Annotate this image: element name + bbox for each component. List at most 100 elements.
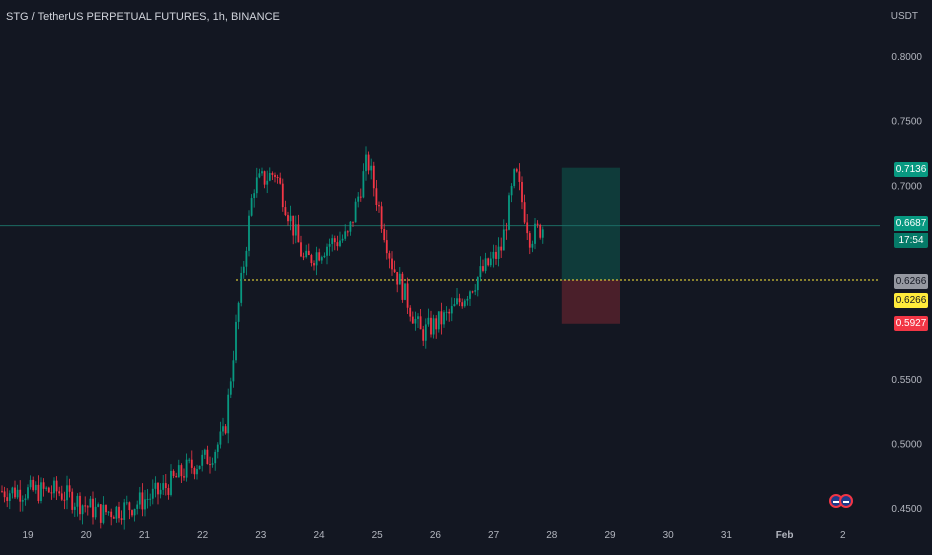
x-tick-label: 2 — [840, 530, 846, 541]
candle-body — [105, 504, 107, 513]
candle-body — [339, 240, 341, 247]
candle-body — [526, 222, 529, 234]
candle-body — [427, 317, 430, 325]
candle-body — [146, 499, 149, 501]
candle-body — [81, 505, 84, 515]
candle-body — [406, 283, 409, 308]
candle-body — [328, 243, 331, 247]
candle-body — [198, 465, 201, 470]
candle-body — [235, 321, 237, 361]
candle-body — [510, 186, 513, 196]
candle-body — [336, 242, 339, 247]
candle-body — [263, 171, 266, 185]
candle-body — [380, 206, 383, 229]
candle-body — [149, 498, 152, 500]
candle-body — [495, 251, 497, 259]
candle-body — [315, 252, 318, 266]
x-tick-label: Feb — [776, 530, 794, 541]
candle-body — [372, 165, 375, 189]
candle-body — [240, 272, 243, 303]
candle-body — [128, 502, 131, 511]
chart-title: STG / TetherUS PERPETUAL FUTURES, 1h, BI… — [6, 11, 280, 23]
candle-body — [471, 291, 474, 293]
candle-body — [502, 229, 505, 251]
candle-body — [536, 223, 539, 225]
entry-line-label: 0.6266 — [894, 293, 928, 308]
candle-body — [193, 467, 196, 475]
x-tick-label: 28 — [546, 530, 558, 541]
candle-body — [172, 470, 175, 477]
candle-body — [521, 181, 523, 203]
candle-body — [21, 500, 24, 502]
candle-body — [515, 169, 518, 172]
candle-body — [276, 176, 279, 178]
candle-body — [534, 223, 536, 244]
candle-body — [97, 504, 100, 507]
candle-body — [305, 250, 308, 258]
candle-body — [419, 316, 422, 330]
candle-body — [354, 201, 357, 223]
candle-body — [214, 451, 217, 464]
candle-body — [211, 463, 214, 465]
candle-body — [396, 272, 399, 285]
candle-body — [458, 298, 461, 303]
flag-icon[interactable] — [839, 494, 853, 508]
candle-body — [45, 487, 48, 489]
candle-body — [86, 506, 89, 508]
x-tick-label: 25 — [372, 530, 384, 541]
candle-body — [453, 304, 456, 307]
x-tick-label: 30 — [663, 530, 675, 541]
x-tick-label: 29 — [604, 530, 616, 541]
candle-body — [469, 291, 471, 299]
candle-body — [505, 229, 508, 231]
candle-body — [138, 492, 141, 505]
candle-body — [443, 312, 445, 325]
x-tick-label: 27 — [488, 530, 500, 541]
candle-body — [16, 489, 19, 498]
candle-body — [274, 174, 276, 177]
candle-body — [398, 273, 401, 285]
candle-body — [261, 171, 263, 174]
candle-body — [27, 487, 29, 499]
candle-body — [73, 506, 76, 510]
candle-body — [414, 318, 417, 324]
candle-body — [50, 492, 53, 494]
candle-body — [518, 171, 521, 182]
candle-body — [216, 444, 219, 452]
candle-body — [279, 177, 282, 184]
candle-body — [102, 504, 105, 523]
candle-body — [250, 198, 253, 216]
candle-body — [99, 504, 102, 523]
candle-body — [63, 499, 66, 501]
entry-price-label: 0.6266 — [894, 274, 928, 289]
candle-body — [89, 498, 92, 508]
x-tick-label: 20 — [81, 530, 93, 541]
candle-body — [167, 488, 170, 495]
candle-body — [190, 459, 193, 468]
candle-body — [523, 202, 526, 223]
candle-body — [289, 215, 292, 222]
candle-body — [432, 318, 435, 335]
candle-body — [357, 196, 360, 202]
candle-body — [196, 469, 198, 475]
candle-body — [266, 180, 269, 185]
candle-body — [141, 492, 144, 510]
candle-body — [55, 480, 58, 492]
candle-body — [180, 465, 183, 477]
candle-body — [531, 243, 534, 248]
candle-body — [92, 498, 94, 518]
y-tick-label: 0.5500 — [891, 375, 922, 386]
candle-body — [14, 487, 16, 498]
candle-body — [40, 482, 42, 501]
candle-body — [281, 183, 284, 208]
candle-body — [84, 505, 87, 507]
y-tick-label: 0.4500 — [891, 504, 922, 515]
x-tick-label: 21 — [139, 530, 151, 541]
countdown-label: 17:54 — [894, 233, 928, 248]
candle-body — [248, 215, 250, 251]
candle-body — [284, 207, 287, 216]
candle-body — [448, 311, 451, 314]
candle-body — [297, 224, 300, 243]
